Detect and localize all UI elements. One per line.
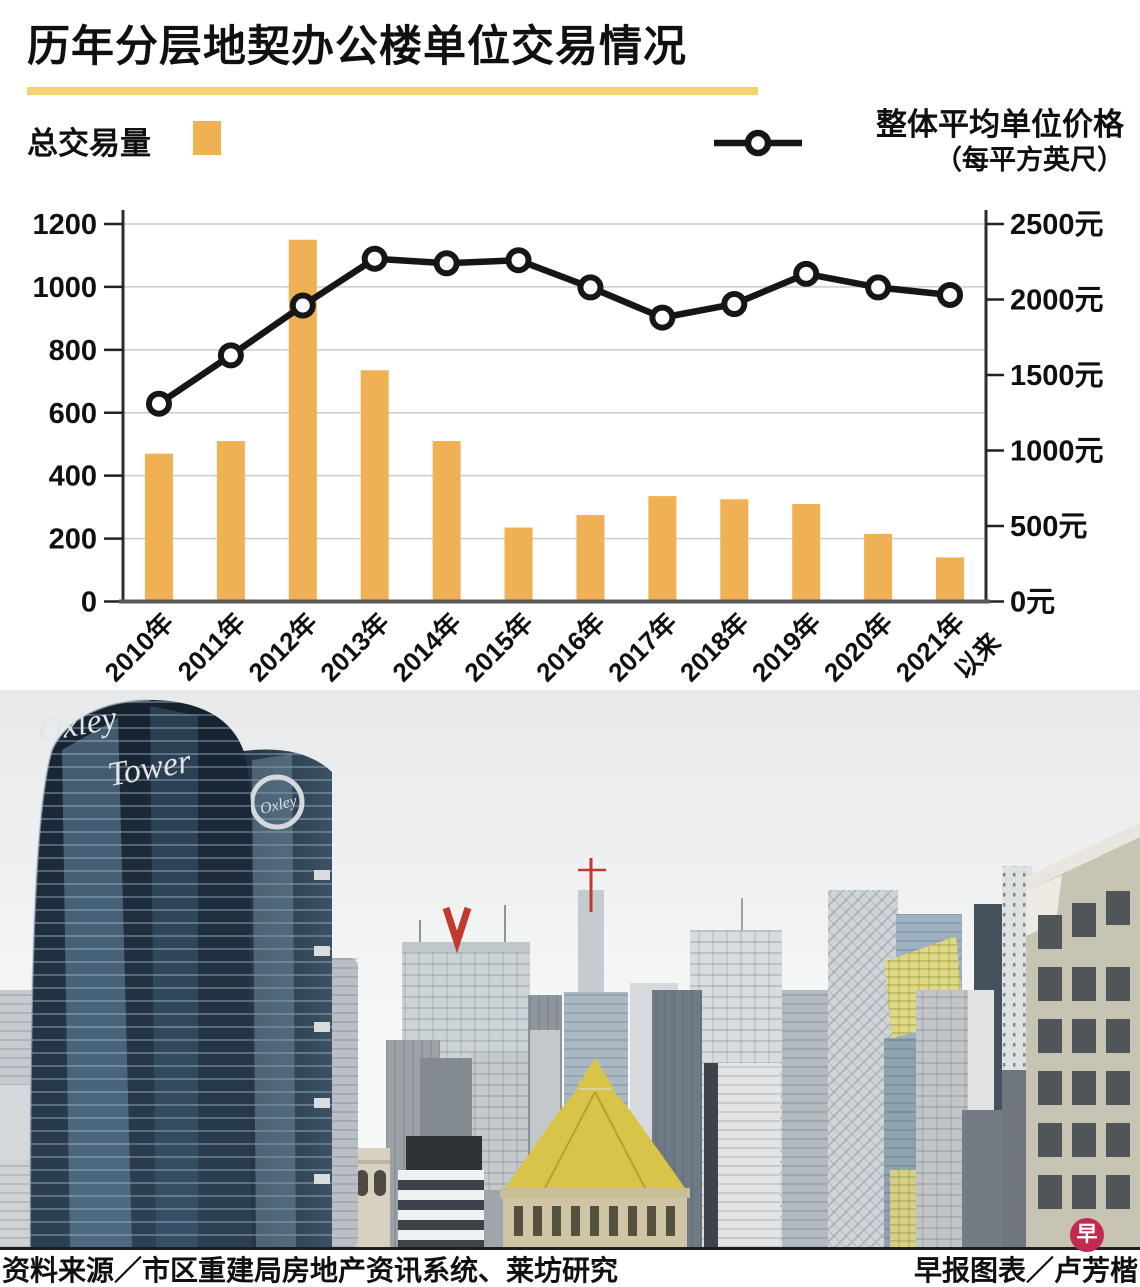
zebra-building	[398, 1170, 484, 1247]
yellow-roof-tower	[500, 1058, 690, 1247]
svg-text:2014年: 2014年	[386, 607, 466, 687]
line-legend-title: 整体平均单位价格	[876, 107, 1124, 142]
bars-legend-label: 总交易量	[27, 126, 151, 161]
svg-text:2010年: 2010年	[99, 607, 179, 687]
line-legend-subtitle: （每平方英尺）	[935, 145, 1124, 175]
svg-text:2021年: 2021年	[890, 607, 970, 687]
svg-text:1500元: 1500元	[1010, 360, 1104, 392]
svg-text:800: 800	[49, 335, 97, 367]
chart-credit: 早报图表／卢芳楷	[913, 1254, 1138, 1286]
red-v-logo	[442, 906, 472, 954]
oxley-logo-ring	[249, 774, 305, 830]
svg-text:200: 200	[49, 524, 97, 556]
svg-text:2019年: 2019年	[746, 607, 826, 687]
chart-area: 0 200 400 600 800 1000 1200 0元 500元 1000元 1500元 200…	[0, 195, 1140, 690]
caption-bar: 资料来源／市区重建局房地产资讯系统、莱坊研究 早报图表／卢芳楷	[0, 1247, 1140, 1287]
svg-text:2000元: 2000元	[1010, 285, 1104, 317]
title-underline	[27, 87, 758, 95]
zaobao-logo: 早	[1070, 1218, 1104, 1252]
city-photo: Oxley Oxley Tower	[0, 690, 1140, 1248]
svg-text:2500元: 2500元	[1010, 209, 1104, 241]
svg-text:0元: 0元	[1010, 587, 1055, 619]
right-buildings	[704, 823, 1140, 1247]
oxley-tower: Oxley Oxley Tower	[29, 699, 332, 1248]
svg-text:400: 400	[49, 461, 97, 493]
svg-text:600: 600	[49, 398, 97, 430]
skyline-illustration: Oxley Oxley Tower	[0, 690, 1140, 1248]
svg-text:2012年: 2012年	[243, 607, 323, 687]
bars-legend-swatch	[193, 121, 221, 155]
svg-text:2018年: 2018年	[674, 607, 754, 687]
line-legend-label: 整体平均单位价格 （每平方英尺）	[876, 106, 1124, 176]
svg-text:2015年: 2015年	[458, 607, 538, 687]
page-title: 历年分层地契办公楼单位交易情况	[27, 23, 687, 71]
svg-text:1000元: 1000元	[1010, 436, 1104, 468]
svg-text:2020年: 2020年	[818, 607, 898, 687]
source-credit: 资料来源／市区重建局房地产资讯系统、莱坊研究	[2, 1254, 619, 1286]
svg-text:1000: 1000	[32, 272, 97, 304]
svg-text:500元: 500元	[1010, 511, 1087, 543]
svg-text:2011年: 2011年	[172, 607, 251, 686]
svg-text:2017年: 2017年	[602, 607, 682, 687]
svg-text:2016年: 2016年	[530, 607, 610, 687]
svg-text:0: 0	[81, 587, 97, 619]
svg-text:1200: 1200	[32, 209, 97, 241]
transactions-chart: 0 200 400 600 800 1000 1200 0元 500元 1000元 1500元 200…	[32, 209, 1104, 688]
line-marker-icon	[714, 129, 802, 157]
svg-text:2013年: 2013年	[314, 607, 394, 687]
